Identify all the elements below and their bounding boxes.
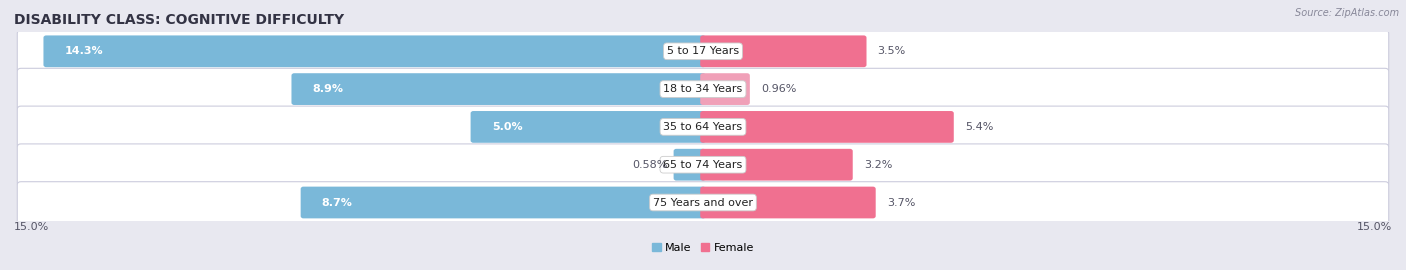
Text: 5.0%: 5.0%: [492, 122, 523, 132]
FancyBboxPatch shape: [673, 149, 706, 181]
Text: 65 to 74 Years: 65 to 74 Years: [664, 160, 742, 170]
Legend: Male, Female: Male, Female: [647, 238, 759, 257]
FancyBboxPatch shape: [44, 35, 706, 67]
FancyBboxPatch shape: [700, 73, 749, 105]
FancyBboxPatch shape: [471, 111, 706, 143]
Text: 18 to 34 Years: 18 to 34 Years: [664, 84, 742, 94]
FancyBboxPatch shape: [700, 187, 876, 218]
Text: 3.5%: 3.5%: [877, 46, 905, 56]
FancyBboxPatch shape: [17, 31, 1389, 72]
FancyBboxPatch shape: [700, 149, 852, 181]
Text: 8.9%: 8.9%: [312, 84, 343, 94]
FancyBboxPatch shape: [301, 187, 706, 218]
Text: 5 to 17 Years: 5 to 17 Years: [666, 46, 740, 56]
FancyBboxPatch shape: [291, 73, 706, 105]
Text: 75 Years and over: 75 Years and over: [652, 197, 754, 208]
FancyBboxPatch shape: [17, 68, 1389, 110]
Text: 3.2%: 3.2%: [863, 160, 893, 170]
Text: 3.7%: 3.7%: [887, 197, 915, 208]
FancyBboxPatch shape: [17, 144, 1389, 185]
Text: 0.58%: 0.58%: [631, 160, 668, 170]
Text: DISABILITY CLASS: COGNITIVE DIFFICULTY: DISABILITY CLASS: COGNITIVE DIFFICULTY: [14, 13, 344, 27]
Text: 15.0%: 15.0%: [14, 222, 49, 232]
FancyBboxPatch shape: [700, 111, 953, 143]
Text: 14.3%: 14.3%: [65, 46, 103, 56]
FancyBboxPatch shape: [17, 106, 1389, 148]
Text: 0.96%: 0.96%: [761, 84, 796, 94]
Text: 8.7%: 8.7%: [322, 197, 353, 208]
Text: 35 to 64 Years: 35 to 64 Years: [664, 122, 742, 132]
Text: 15.0%: 15.0%: [1357, 222, 1392, 232]
FancyBboxPatch shape: [17, 182, 1389, 223]
Text: 5.4%: 5.4%: [965, 122, 993, 132]
FancyBboxPatch shape: [700, 35, 866, 67]
Text: Source: ZipAtlas.com: Source: ZipAtlas.com: [1295, 8, 1399, 18]
